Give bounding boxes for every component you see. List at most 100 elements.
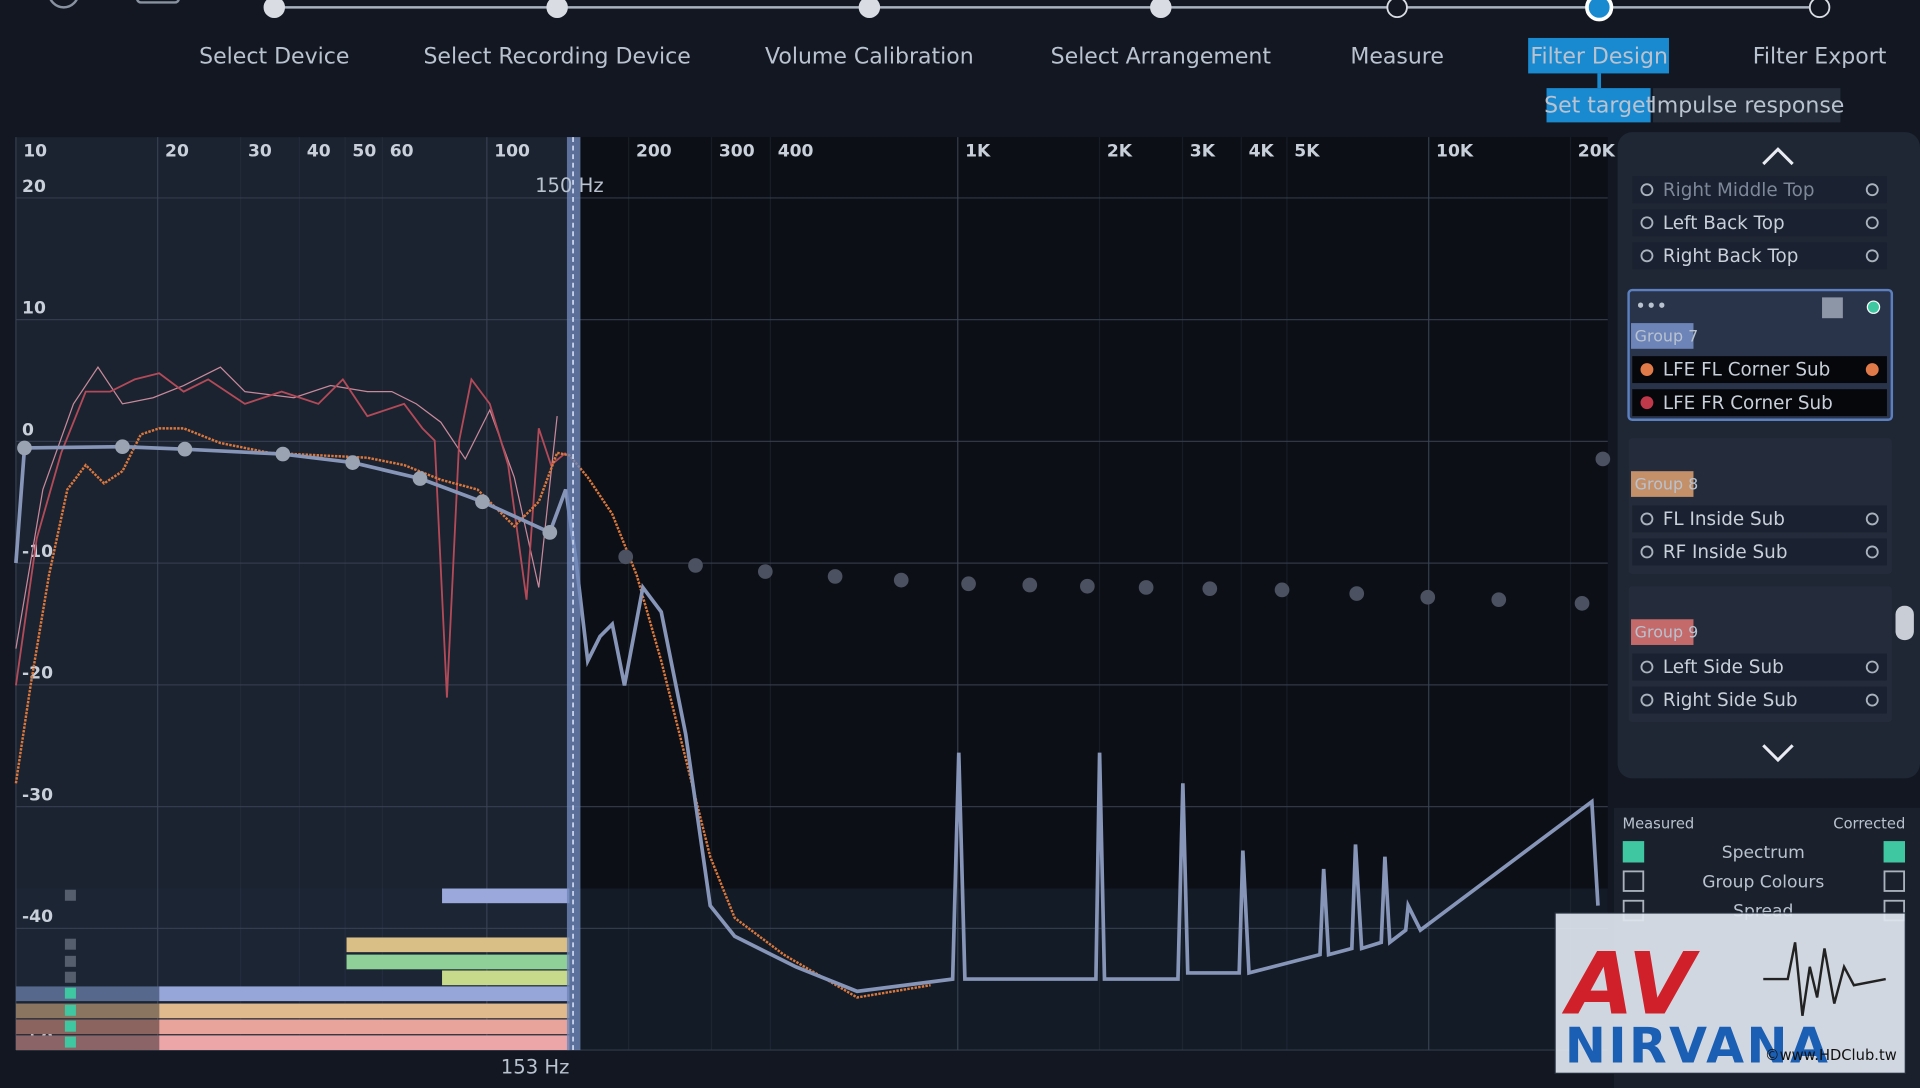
y-tick-label: 10 [22,299,46,319]
option-checkbox[interactable] [1883,870,1905,892]
target-point[interactable] [115,439,130,455]
channel-dot[interactable] [1640,660,1654,674]
channel-indicator[interactable] [1865,216,1879,230]
target-point[interactable] [961,576,976,592]
channel-name[interactable]: LFE FR Corner Sub [1663,393,1833,414]
step-dot[interactable] [1386,0,1408,19]
channel-row[interactable] [1632,209,1887,237]
step-dot[interactable] [1585,0,1614,22]
target-point[interactable] [1420,589,1436,605]
target-point[interactable] [275,446,291,462]
channel-name[interactable]: FL Inside Sub [1663,509,1785,530]
group-toggle[interactable] [1866,300,1881,314]
channel-indicator[interactable] [1865,693,1879,707]
channel-indicator[interactable] [1865,363,1879,377]
step-dot[interactable] [858,0,881,19]
target-point[interactable] [475,494,490,510]
step-dot[interactable] [263,0,285,19]
channel-indicator[interactable] [1865,249,1879,263]
target-point[interactable] [542,525,558,540]
target-point[interactable] [688,558,703,573]
group-menu[interactable]: ••• [1636,298,1668,315]
option-checkbox[interactable] [1622,870,1645,892]
step-label[interactable]: Select Recording Device [423,45,690,70]
channel-indicator[interactable] [1865,660,1879,674]
target-point[interactable] [757,564,773,579]
target-point[interactable] [893,572,909,588]
channel-name[interactable]: Right Side Sub [1663,690,1798,711]
channel-dot[interactable] [1640,545,1654,559]
row-checkbox[interactable] [64,938,76,950]
channel-name[interactable]: Right Middle Top [1663,180,1815,201]
channel-dot[interactable] [1640,216,1654,230]
scroll-down[interactable] [1762,744,1794,763]
channel-row[interactable] [1632,653,1887,681]
menu-icon[interactable] [49,0,78,9]
target-point[interactable] [1491,592,1507,608]
scroll-up[interactable] [1762,147,1794,166]
channel-dot[interactable] [1640,183,1654,197]
target-point[interactable] [1274,582,1290,598]
channel-row[interactable] [1632,389,1887,417]
channel-name[interactable]: Left Back Top [1663,213,1785,234]
channel-indicator[interactable] [1865,183,1879,197]
target-point[interactable] [1574,596,1590,611]
channel-indicator[interactable] [1865,545,1879,559]
channel-dot[interactable] [1640,249,1654,263]
marker-label: 153 Hz [501,1055,570,1078]
channel-indicator[interactable] [1865,512,1879,526]
channel-row[interactable] [1632,686,1887,714]
row-checkbox[interactable] [64,1004,76,1016]
channel-row[interactable] [1632,356,1887,384]
channel-dot[interactable] [1640,693,1654,707]
save-icon[interactable] [136,0,180,4]
row-checkbox[interactable] [64,889,76,901]
step-label[interactable]: Filter Export [1753,45,1887,70]
target-point[interactable] [1138,580,1154,595]
target-point[interactable] [1202,581,1218,597]
target-point[interactable] [1022,577,1038,593]
option-checkbox[interactable] [1622,841,1645,863]
channel-dot[interactable] [1640,363,1654,377]
target-point[interactable] [827,569,843,584]
channel-name[interactable]: LFE FL Corner Sub [1663,360,1830,381]
step-label[interactable]: Select Device [199,45,349,70]
channel-row[interactable] [1632,505,1887,533]
step-dot[interactable] [546,0,568,19]
row-checkbox[interactable] [64,1020,76,1032]
step-label[interactable]: Filter Design [1530,45,1668,70]
step-dot[interactable] [1808,0,1831,19]
target-point[interactable] [1349,586,1365,601]
target-point[interactable] [1080,578,1095,594]
target-point[interactable] [618,549,634,565]
option-checkbox[interactable] [1883,841,1905,863]
target-point[interactable] [345,455,360,470]
subtab[interactable]: Impulse response [1650,94,1844,119]
target-point[interactable] [412,471,428,486]
step-label[interactable]: Volume Calibration [765,45,974,70]
row-checkbox[interactable] [64,955,76,967]
group-icon[interactable] [1822,297,1843,319]
target-point[interactable] [1595,451,1611,467]
channel-name[interactable]: RF Inside Sub [1663,542,1788,563]
subtab[interactable]: Set target [1544,94,1654,119]
channel-row[interactable] [1632,176,1887,204]
channel-dot[interactable] [1640,512,1654,526]
group-box[interactable] [1627,288,1894,422]
channel-name[interactable]: Right Back Top [1663,246,1799,267]
channel-row[interactable] [1632,242,1887,270]
channel-dot[interactable] [1640,396,1654,410]
step-dot[interactable] [1150,0,1172,19]
target-point[interactable] [17,440,32,456]
channel-name[interactable]: Left Side Sub [1663,657,1784,678]
target-point[interactable] [177,441,193,457]
channel-row[interactable] [1632,538,1887,566]
scrollbar-thumb[interactable] [1895,605,1914,641]
row-checkbox[interactable] [64,987,76,999]
step-label[interactable]: Measure [1350,45,1444,70]
row-checkbox[interactable] [64,971,76,983]
step-label[interactable]: Select Arrangement [1051,45,1272,70]
x-tick-label: 400 [778,142,814,162]
column-label: Corrected [1833,816,1905,833]
row-checkbox[interactable] [64,1036,76,1048]
